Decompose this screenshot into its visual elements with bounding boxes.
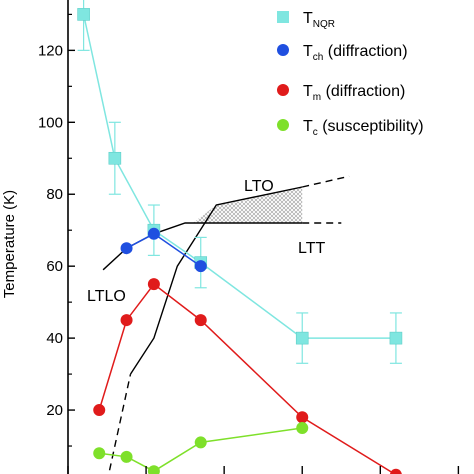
- series-line-tch: [126, 232, 202, 267]
- data-point-tm: [147, 278, 160, 291]
- y-tick-label: 40: [46, 330, 63, 347]
- legend-marker-tch: [277, 44, 289, 56]
- data-point-tm: [389, 468, 402, 474]
- legend-marker-tnqr: [277, 11, 289, 23]
- y-tick-label: 60: [46, 258, 63, 275]
- series-line-tnqr: [82, 14, 396, 339]
- y-tick-label: 100: [38, 114, 63, 131]
- data-point-tm: [93, 404, 106, 417]
- series-line-tc: [99, 427, 303, 473]
- y-axis-title: Temperature (K): [1, 190, 18, 298]
- region-label-lto: LTO: [244, 178, 274, 195]
- legend-label-tm: Tm (diffraction): [303, 83, 405, 103]
- legend-label-tnqr: TNQR: [303, 10, 335, 30]
- data-point-tch: [194, 260, 207, 273]
- boundary-low-dashed: [108, 373, 132, 474]
- series-line-tm: [98, 283, 397, 474]
- legend-marker-tm: [277, 84, 289, 96]
- data-point-tm: [296, 411, 309, 424]
- data-point-tc: [296, 422, 309, 435]
- legend: TNQR Tch (diffraction) Tm (diffraction) Tc …: [277, 10, 424, 138]
- y-tick-label: 80: [46, 186, 63, 203]
- boundary-lto-ltt: [129, 186, 303, 375]
- data-point-tch: [147, 227, 160, 240]
- data-point-tc: [147, 465, 160, 474]
- data-point-tnqr: [108, 151, 122, 165]
- legend-label-tc: Tc (susceptibility): [303, 118, 424, 138]
- data-point-tc: [93, 447, 106, 460]
- data-point-tm: [194, 314, 207, 327]
- boundary-lto-dashed: [302, 175, 350, 188]
- data-point-tnqr: [389, 331, 403, 345]
- y-tick-label: 120: [38, 42, 63, 59]
- legend-marker-tc: [277, 119, 289, 131]
- axes: Temperature (K) 20 40 60 80 100 120: [1, 0, 460, 474]
- lto-ltt-hatched-region: [192, 187, 303, 224]
- data-point-tnqr: [295, 331, 309, 345]
- legend-label-tch: Tch (diffraction): [303, 43, 408, 63]
- data-point-tc: [194, 436, 207, 449]
- region-labels: LTO LTT LTLO: [87, 178, 325, 305]
- data-point-tc: [120, 450, 133, 463]
- data-point-tm: [120, 314, 133, 327]
- region-label-ltt: LTT: [298, 240, 325, 257]
- region-label-ltlo: LTLO: [87, 288, 126, 305]
- data-point-tch: [120, 242, 133, 255]
- data-point-tnqr: [77, 8, 90, 21]
- y-tick-label: 20: [46, 402, 63, 419]
